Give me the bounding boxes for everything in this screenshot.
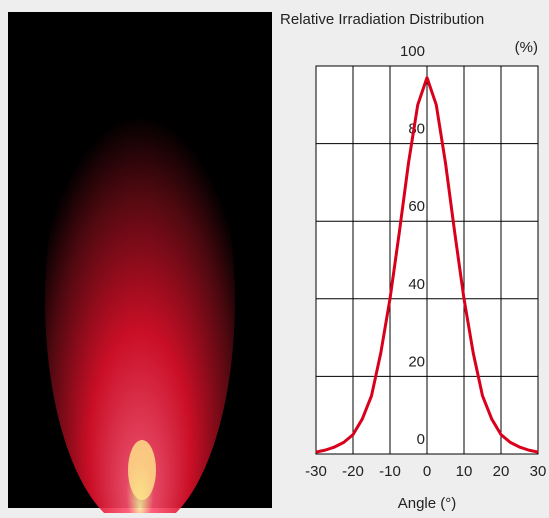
x-tick-label: -30: [305, 463, 327, 480]
x-tick-label: 20: [493, 463, 510, 480]
light-source: [128, 440, 156, 500]
chart-title: Relative Irradiation Distribution: [280, 11, 484, 28]
y-axis-label: (%): [515, 39, 538, 56]
x-tick-label: -10: [379, 463, 401, 480]
x-tick-label: 10: [456, 463, 473, 480]
y-tick-label: 20: [408, 353, 425, 370]
x-axis-label: Angle (°): [398, 495, 457, 512]
x-tick-label: -20: [342, 463, 364, 480]
y-tick-label: 100: [400, 43, 425, 60]
y-tick-label: 60: [408, 198, 425, 215]
y-tick-label: 0: [417, 431, 425, 448]
y-tick-label: 40: [408, 276, 425, 293]
page: Relative Irradiation Distribution (%) An…: [0, 0, 549, 513]
y-tick-label: 80: [408, 121, 425, 138]
x-tick-label: 30: [530, 463, 547, 480]
x-tick-label: 0: [423, 463, 431, 480]
